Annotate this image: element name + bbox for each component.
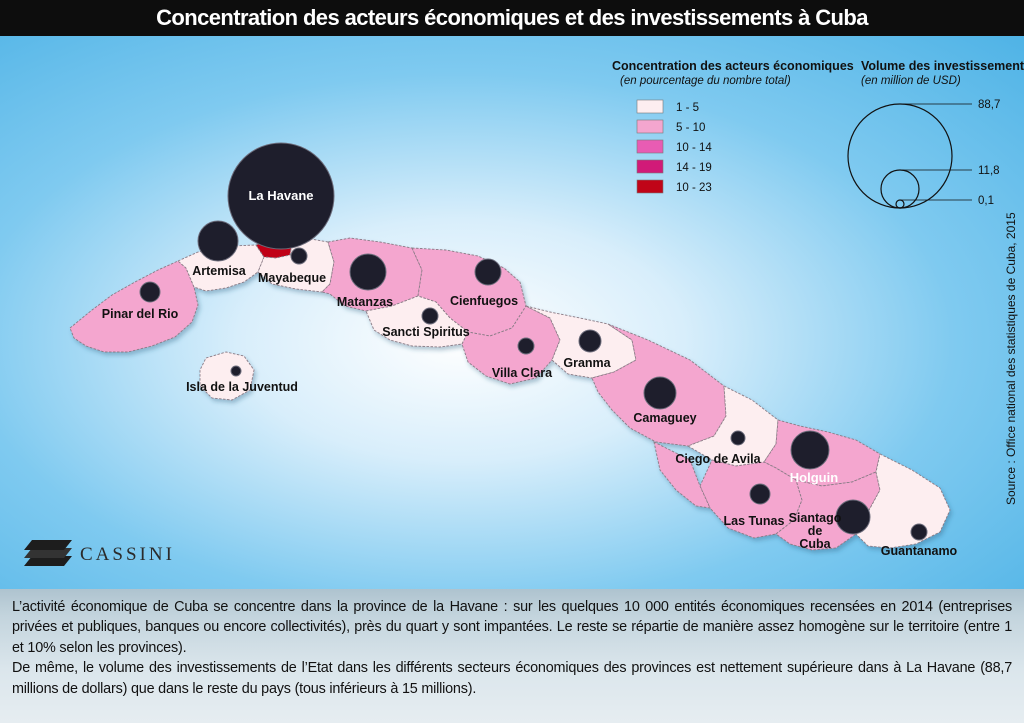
label-siantago-de-cuba-3: Cuba <box>799 537 831 551</box>
legend-swatch-1 <box>636 99 664 114</box>
label-holguin: Holguin <box>790 470 838 485</box>
description-text: L’activité économique de Cuba se concent… <box>0 589 1024 723</box>
bubble-villa-clara <box>517 337 535 355</box>
legend-concentration: Concentration des acteurs économiques (e… <box>612 59 854 194</box>
label-pinar-del-rio: Pinar del Rio <box>102 307 179 321</box>
label-las-tunas: Las Tunas <box>724 514 785 528</box>
bubble-camaguey <box>643 376 677 410</box>
legend-swatch-label-2: 5 - 10 <box>676 122 705 134</box>
legend-concentration-subtitle: (en pourcentage du nombre total) <box>620 75 791 87</box>
province-artemisa <box>177 244 265 292</box>
investment-bubbles <box>139 142 928 541</box>
bubble-pinar-del-rio <box>139 281 161 303</box>
bubble-guantanamo <box>910 523 928 541</box>
bubble-la-havane <box>227 142 335 250</box>
cuba-map: La Havane Artemisa Mayabeque Pinar del R… <box>24 59 1024 566</box>
layers-icon <box>24 540 72 566</box>
legend-swatch-label-4: 14 - 19 <box>676 162 712 174</box>
legend-circle-large <box>847 103 953 209</box>
bubble-las-tunas <box>749 483 771 505</box>
province-isla-de-la-juventud <box>199 351 255 401</box>
map-area: La Havane Artemisa Mayabeque Pinar del R… <box>0 36 1024 589</box>
source-note: Source : Office national des statistique… <box>1004 212 1018 505</box>
label-artemisa: Artemisa <box>192 264 247 278</box>
legend-swatch-5 <box>636 179 664 194</box>
legend-value-medium: 11,8 <box>978 165 1000 177</box>
legend-swatch-label-1: 1 - 5 <box>676 102 699 114</box>
label-siantago-de-cuba-1: Siantago <box>789 511 842 525</box>
description-paragraph-2: De même, le volume des investissements d… <box>12 660 1012 697</box>
bubble-holguin <box>790 430 830 470</box>
bubble-granma <box>578 329 602 353</box>
label-mayabeque: Mayabeque <box>258 271 326 285</box>
province-pinar-del-rio <box>69 260 199 353</box>
label-granma: Granma <box>563 356 611 370</box>
bubble-isla-de-la-juventud <box>230 365 242 377</box>
legend-investment-subtitle: (en million de USD) <box>861 75 961 87</box>
label-ciego-de-avila: Ciego de Avila <box>675 452 761 466</box>
bubble-artemisa <box>197 220 239 262</box>
label-camaguey: Camaguey <box>633 411 696 425</box>
label-siantago-de-cuba-2: de <box>808 524 823 538</box>
label-isla-de-la-juventud: Isla de la Juventud <box>186 380 298 394</box>
label-cienfuegos: Cienfuegos <box>450 294 518 308</box>
legend-swatch-label-5: 10 - 23 <box>676 182 712 194</box>
bubble-siantago-de-cuba <box>835 499 871 535</box>
description-paragraph-1: L’activité économique de Cuba se concent… <box>12 599 1012 656</box>
bubble-ciego-de-avila <box>730 430 746 446</box>
map-title: Concentration des acteurs économiques et… <box>0 0 1024 36</box>
legend-swatch-3 <box>636 139 664 154</box>
province-labels: La Havane Artemisa Mayabeque Pinar del R… <box>102 188 958 558</box>
cassini-logo: CASSINI <box>24 540 175 566</box>
legend-investment-title: Volume des investissements <box>861 59 1024 73</box>
legend-value-small: 0,1 <box>978 195 994 207</box>
label-sancti-spiritus: Sancti Spiritus <box>382 325 470 339</box>
bubble-mayabeque <box>290 247 308 265</box>
legend-circle-small <box>895 199 905 209</box>
legend-concentration-title: Concentration des acteurs économiques <box>612 59 854 73</box>
label-guantanamo: Guantanamo <box>881 544 958 558</box>
legend-investment: Volume des investissements (en million d… <box>847 59 1024 209</box>
logo-text: CASSINI <box>80 544 175 565</box>
southern-coast-extension <box>653 441 711 509</box>
label-matanzas: Matanzas <box>337 295 393 309</box>
legend-value-large: 88,7 <box>978 99 1000 111</box>
legend-swatch-2 <box>636 119 664 134</box>
legend-circle-medium <box>880 169 920 209</box>
legend-swatch-label-3: 10 - 14 <box>676 142 712 154</box>
bubble-cienfuegos <box>474 258 502 286</box>
label-la-havane: La Havane <box>248 188 313 203</box>
legend-swatch-4 <box>636 159 664 174</box>
label-villa-clara: Villa Clara <box>492 366 553 380</box>
province-guantanamo <box>855 453 951 549</box>
bubble-sancti-spiritus <box>421 307 439 325</box>
bubble-matanzas <box>349 253 387 291</box>
